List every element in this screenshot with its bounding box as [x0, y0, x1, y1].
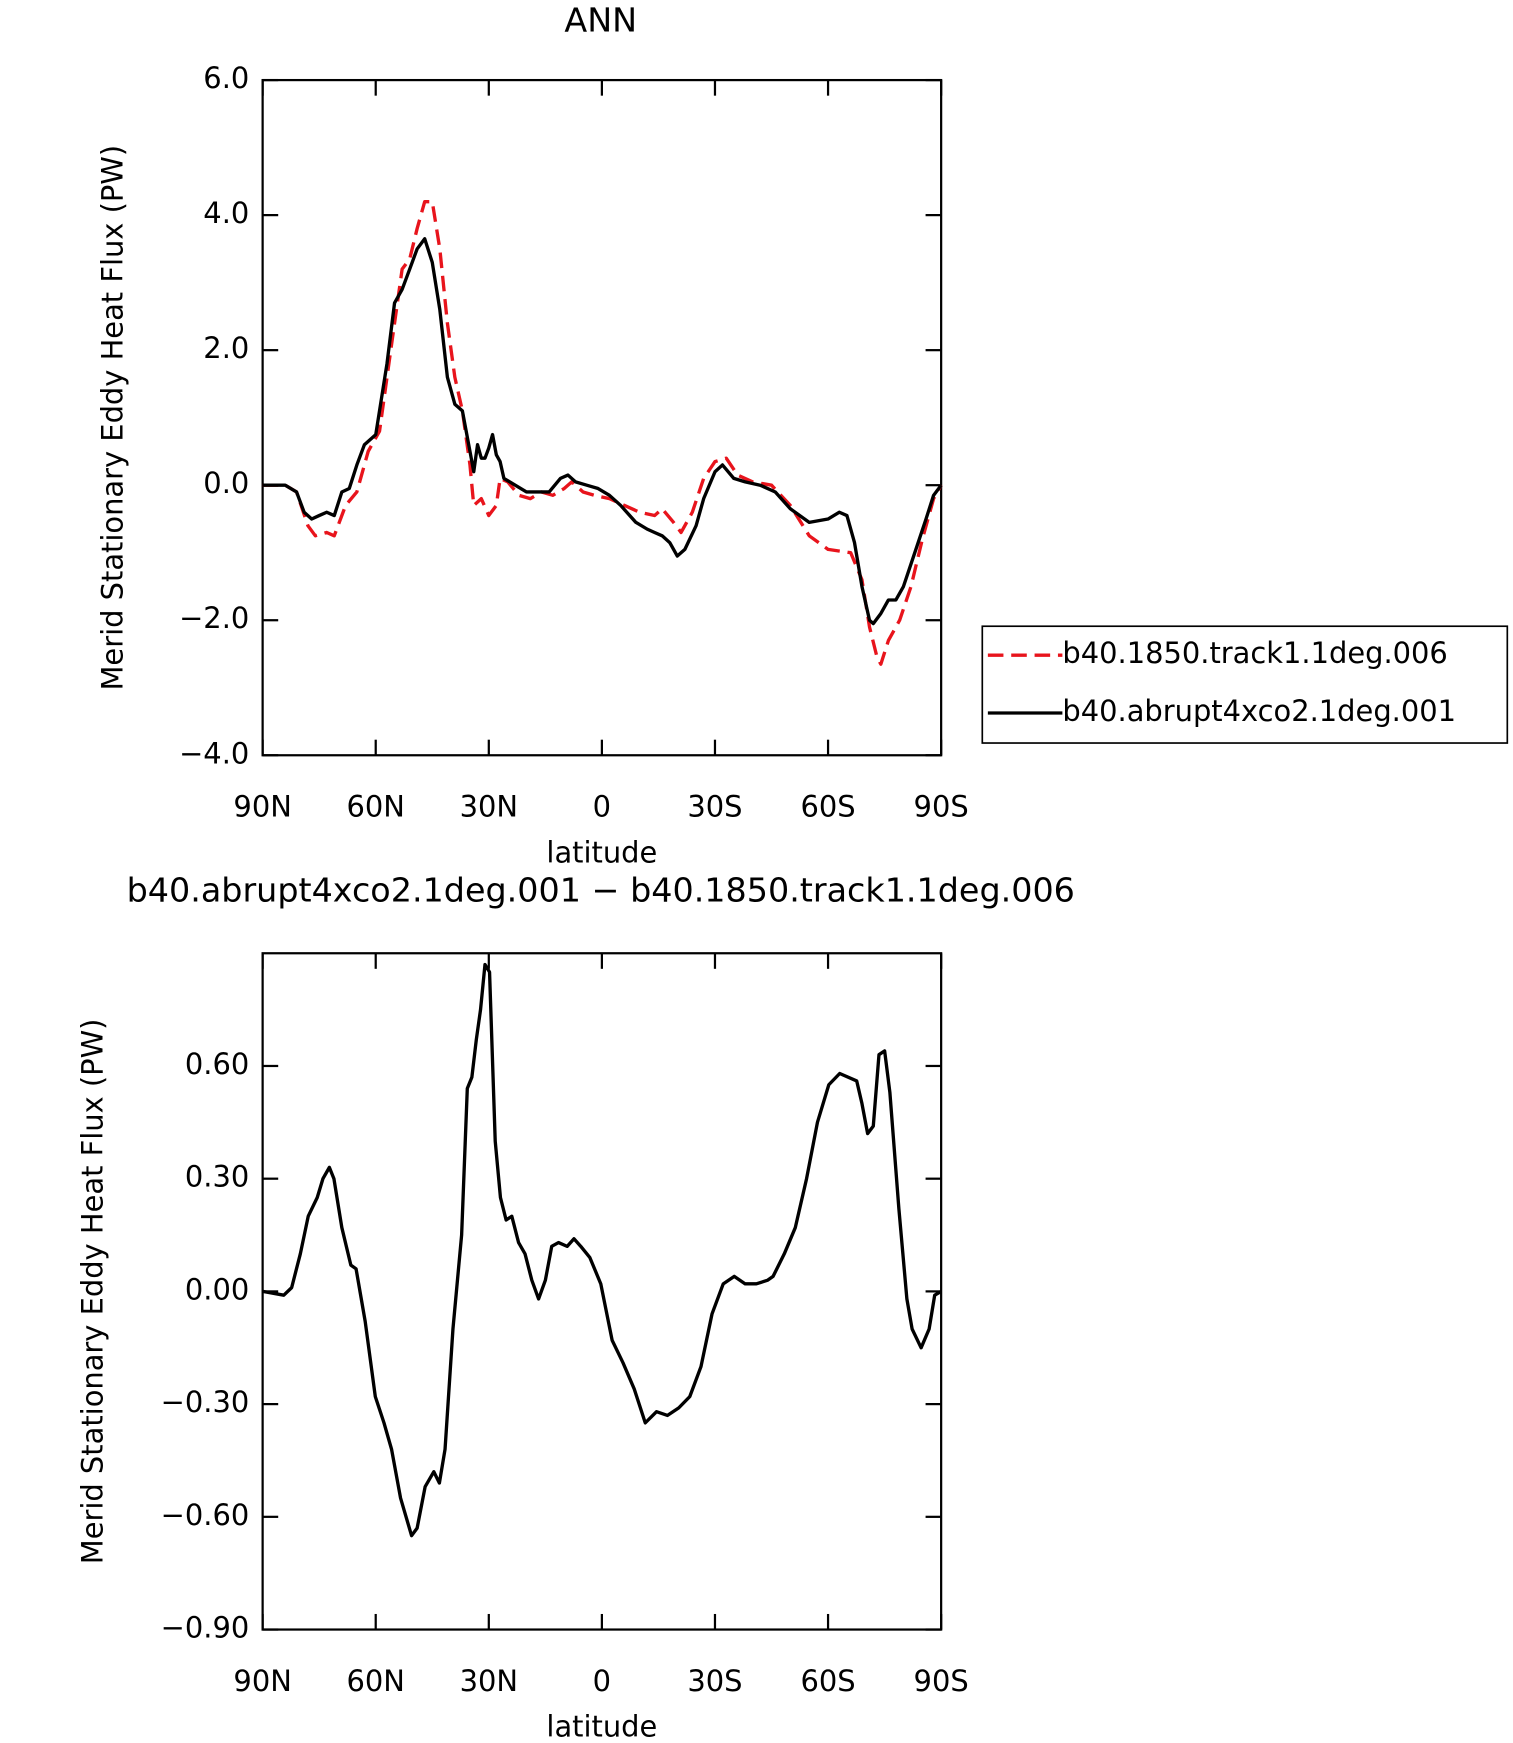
x-tick-label: 90N [233, 790, 291, 824]
y-tick-label: 0.30 [185, 1160, 249, 1194]
x-tick-label: 30S [687, 1664, 742, 1698]
y-tick-label: −4.0 [179, 736, 249, 770]
x-tick-label: 30S [687, 790, 742, 824]
x-tick-label: 0 [593, 1664, 611, 1698]
y-tick-label: 0.00 [185, 1272, 249, 1306]
x-axis-label: latitude [546, 1710, 657, 1743]
legend-label: b40.abrupt4xco2.1deg.001 [1062, 694, 1456, 728]
plot-frame [261, 78, 943, 757]
data-line [262, 962, 942, 1538]
x-tick-label: 60N [347, 1664, 405, 1698]
x-tick-label: 90S [914, 790, 969, 824]
x-tick-label: 90N [233, 1664, 291, 1698]
y-tick-label: 0.60 [185, 1047, 249, 1081]
y-tick-label: 0.0 [203, 466, 249, 500]
y-tick-label: −0.60 [161, 1498, 250, 1532]
data-line [262, 199, 943, 666]
chart-title: ANN [564, 1, 637, 40]
x-tick-label: 0 [593, 790, 611, 824]
x-tick-label: 30N [460, 790, 518, 824]
x-tick-label: 60S [800, 790, 855, 824]
y-axis-label: Merid Stationary Eddy Heat Flux (PW) [96, 145, 130, 691]
y-tick-label: 4.0 [203, 196, 249, 230]
legend-label: b40.1850.track1.1deg.006 [1062, 636, 1447, 670]
y-tick-label: −0.30 [161, 1385, 250, 1419]
y-tick-label: 6.0 [203, 61, 249, 95]
x-tick-label: 90S [914, 1664, 969, 1698]
chart-title: b40.abrupt4xco2.1deg.001 − b40.1850.trac… [127, 871, 1075, 910]
x-tick-label: 60N [347, 790, 405, 824]
y-axis-label: Merid Stationary Eddy Heat Flux (PW) [76, 1019, 110, 1565]
y-tick-label: 2.0 [203, 331, 249, 365]
y-tick-label: −2.0 [179, 601, 249, 635]
y-tick-label: −0.90 [161, 1611, 250, 1645]
x-tick-label: 30N [460, 1664, 518, 1698]
x-tick-label: 60S [800, 1664, 855, 1698]
data-line [262, 237, 943, 626]
x-axis-label: latitude [546, 835, 657, 869]
legend-box [981, 625, 1509, 744]
